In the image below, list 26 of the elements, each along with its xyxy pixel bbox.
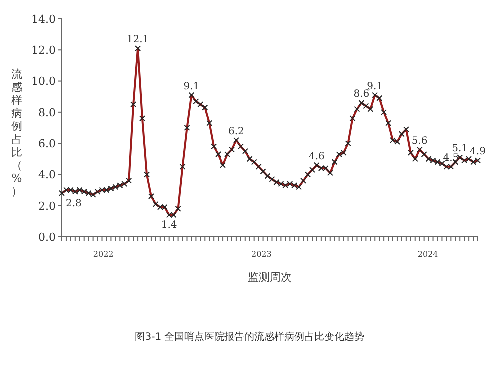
y-axis-title: 流感样病例占比（%）	[10, 68, 24, 198]
x-axis-title: 监测周次	[248, 271, 292, 284]
data-label: 5.6	[412, 136, 428, 147]
data-label: 9.1	[184, 81, 200, 92]
data-label: 9.1	[367, 81, 384, 92]
data-label: 6.2	[228, 126, 244, 138]
data-label: 4.6	[309, 151, 325, 162]
caption: 图3-1 全国哨点医院报告的流感样病例占比变化趋势	[134, 330, 366, 344]
y-tick-label: 2.0	[38, 200, 56, 213]
y-tick-label: 14.0	[32, 12, 56, 26]
data-label: 2.8	[66, 198, 82, 210]
text: 2024	[416, 250, 440, 259]
y-tick-label: 0.0	[38, 230, 56, 244]
data-label: 1.4	[161, 220, 178, 232]
data-label: 4.5	[443, 152, 460, 164]
y-tick-label: 8.0	[38, 106, 56, 120]
y-tick-label: 6.0	[38, 137, 56, 150]
y-tick-label: 12.0	[32, 44, 56, 58]
data-label: 5.1	[452, 144, 468, 155]
data-label: 12.1	[126, 34, 150, 46]
data-label: 8.6	[354, 89, 370, 100]
text: 2023	[250, 250, 273, 259]
text: 2022	[92, 250, 115, 259]
data-label: 4.9	[470, 146, 486, 158]
y-tick-label: 10.0	[32, 75, 56, 88]
y-tick-label: 4.0	[38, 168, 56, 182]
